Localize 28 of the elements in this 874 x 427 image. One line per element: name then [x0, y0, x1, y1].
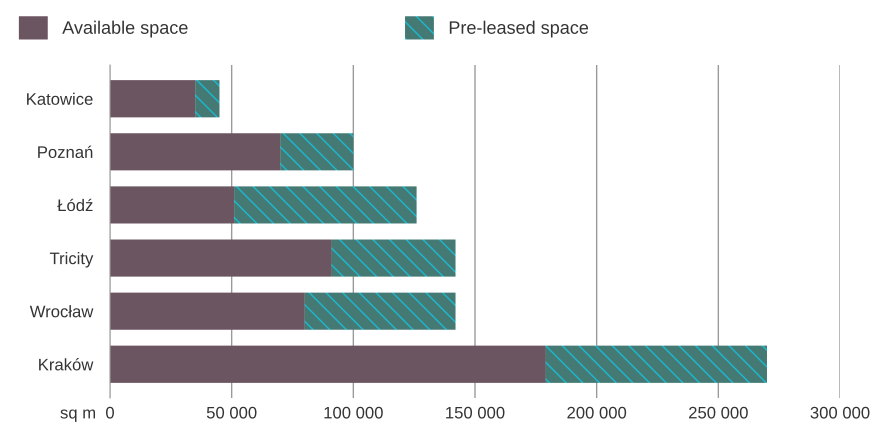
bar: [546, 346, 767, 383]
x-tick-label: 100 000: [324, 406, 383, 419]
bar: [110, 239, 332, 277]
x-tick-label: 0: [106, 406, 114, 419]
bar: [195, 80, 220, 118]
bar: [280, 133, 354, 170]
bar: [110, 292, 305, 330]
bar: [304, 292, 456, 330]
x-tick-label: 50 000: [206, 406, 257, 419]
bar: [331, 239, 456, 277]
y-tick-label: Katowice: [27, 92, 93, 105]
x-axis-title: sq m: [60, 409, 96, 422]
bar: [110, 186, 234, 224]
y-tick-label: Wrocław: [30, 305, 94, 318]
x-tick-label: 200 000: [567, 406, 626, 419]
x-tick-label: 150 000: [446, 406, 504, 419]
bar: [110, 346, 546, 383]
y-tick-label: Kraków: [39, 358, 94, 370]
bar: [110, 133, 280, 170]
x-tick-label: 300 000: [810, 406, 870, 419]
legend-label: Available space: [62, 20, 188, 38]
y-tick-label: Poznań: [38, 146, 92, 158]
x-tick-label: 250 000: [689, 406, 748, 419]
legend-label: Pre-leased space: [450, 20, 588, 38]
bar: [110, 80, 196, 118]
bar: [234, 186, 417, 224]
y-tick-label: Tricity: [50, 252, 94, 268]
y-tick-label: Łódź: [57, 198, 93, 212]
